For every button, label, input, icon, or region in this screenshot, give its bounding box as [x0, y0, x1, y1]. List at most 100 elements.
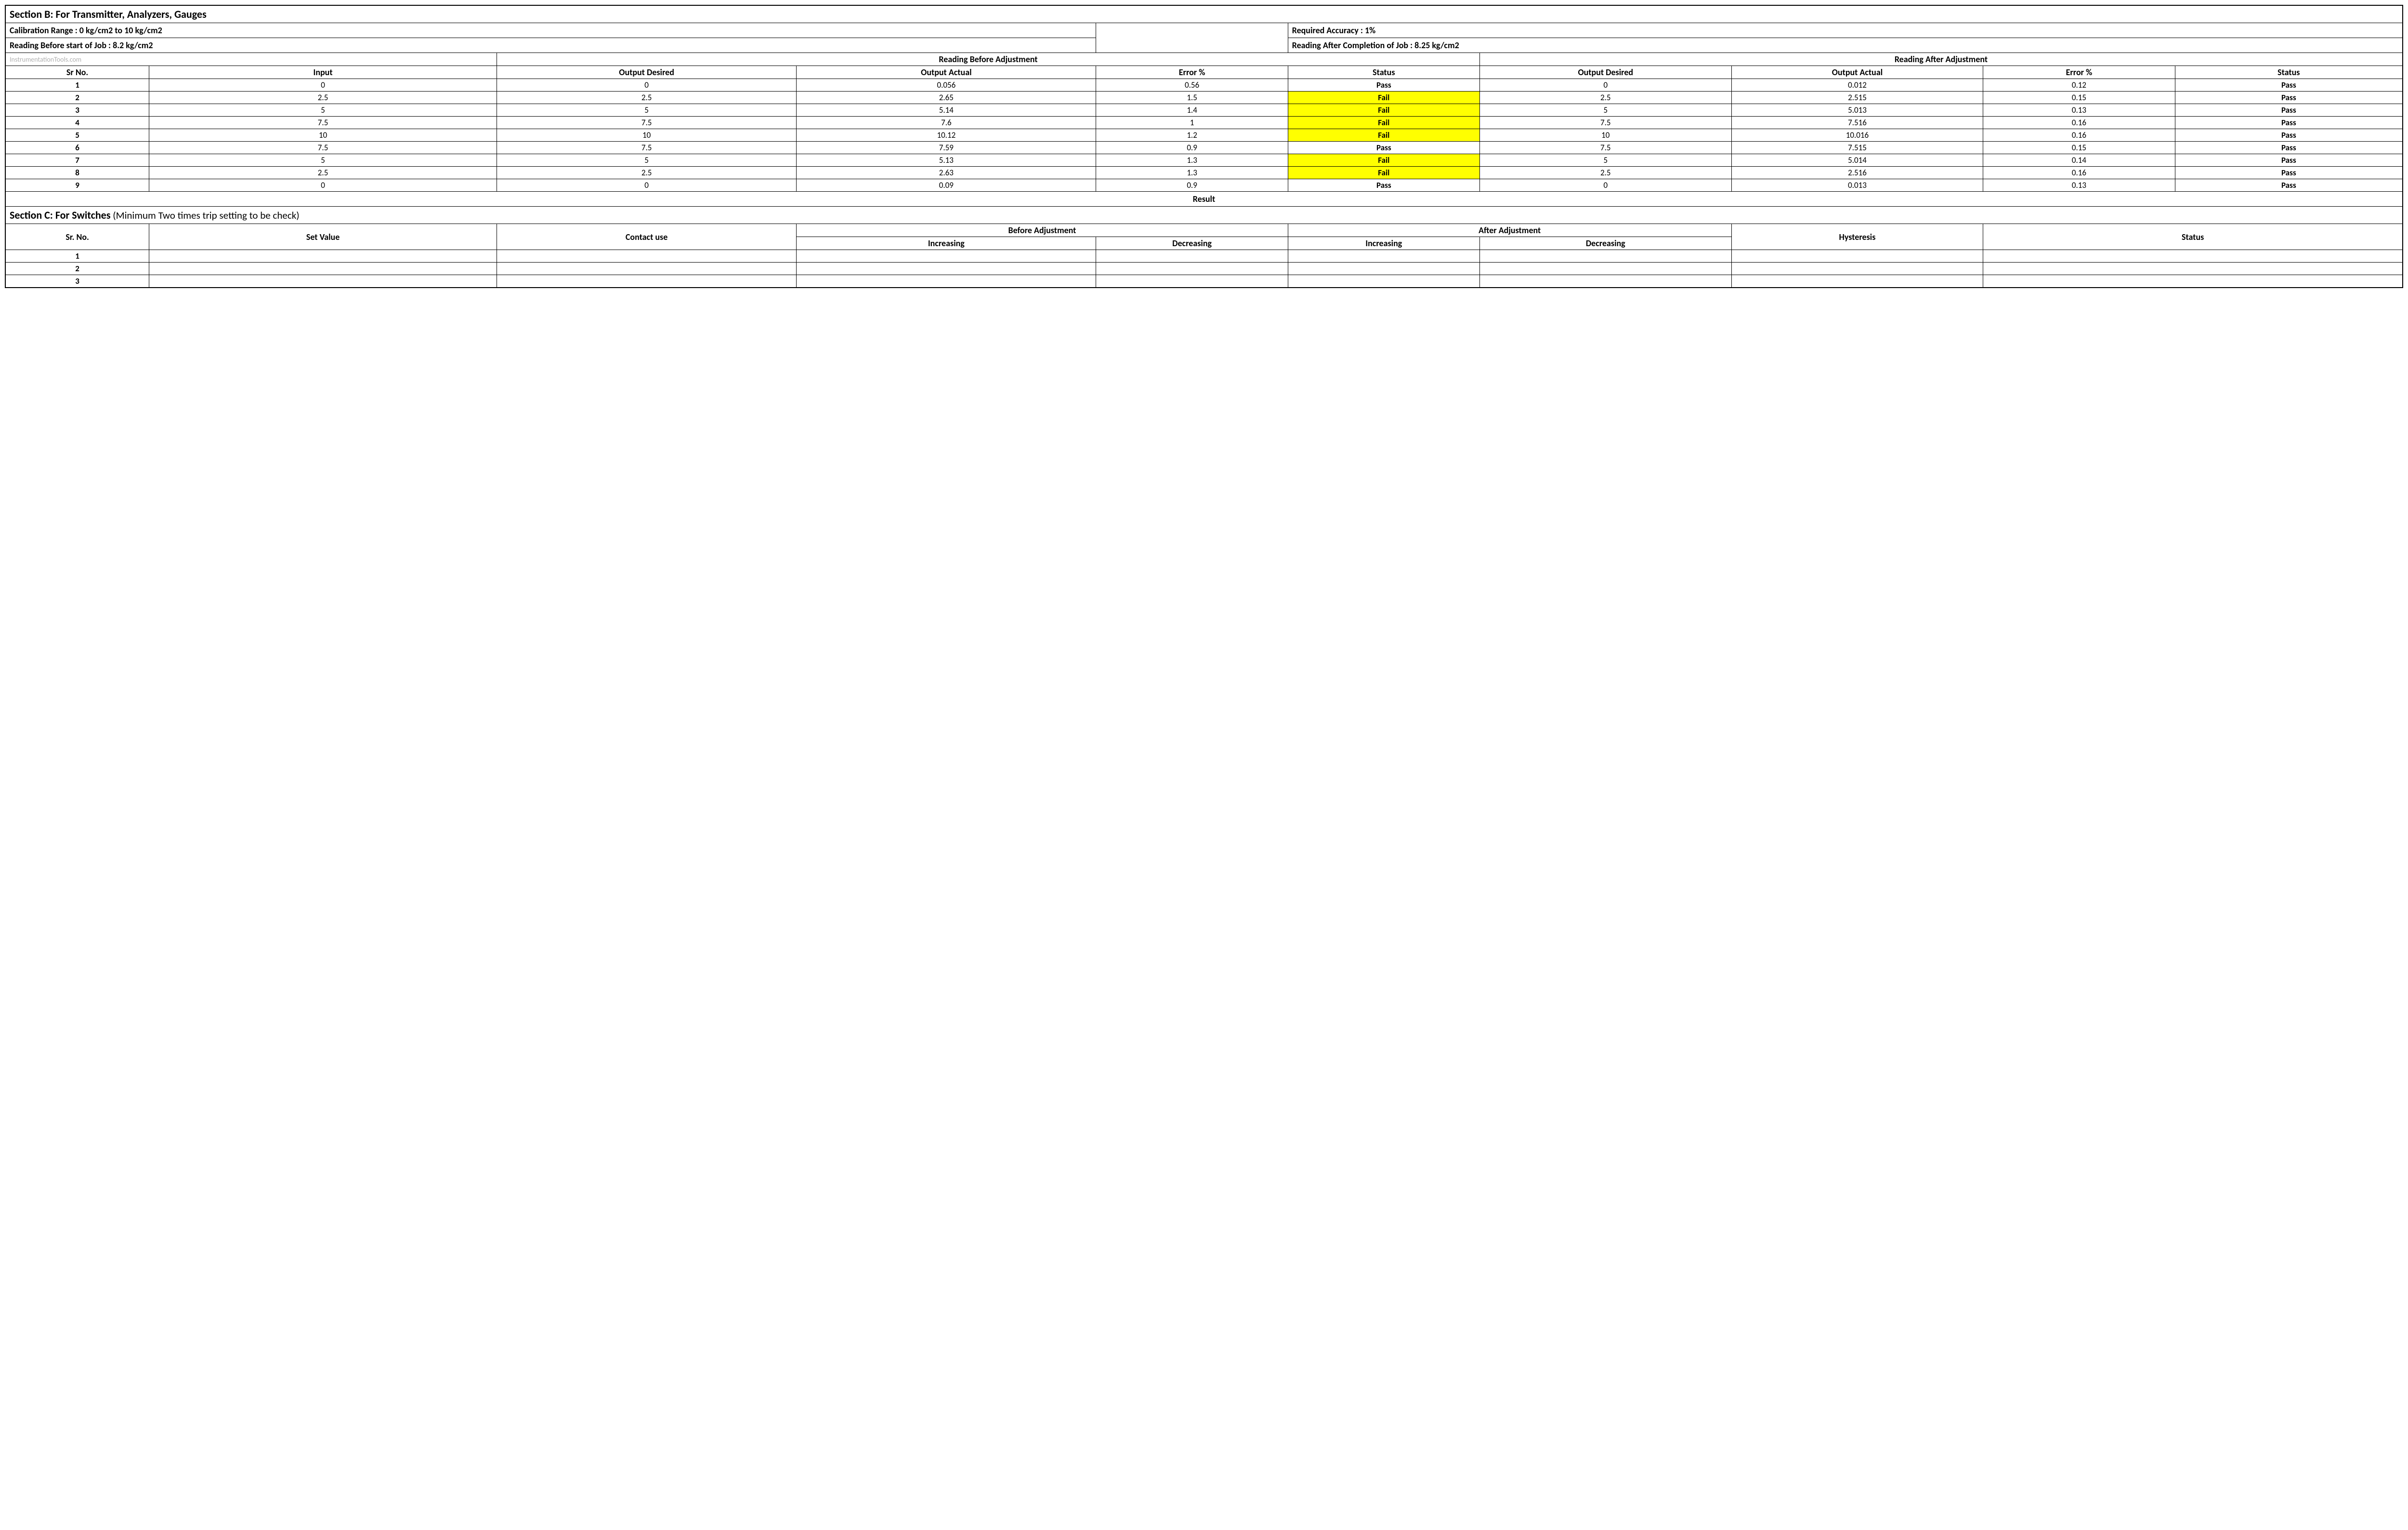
c-col-before-dec: Decreasing: [1096, 237, 1288, 250]
section-b-title-row: Section B: For Transmitter, Analyzers, G…: [5, 5, 2403, 23]
table-cell: [1096, 263, 1288, 275]
table-cell: 0: [497, 179, 796, 192]
table-cell: [1731, 263, 1983, 275]
table-cell: 5: [149, 104, 497, 117]
table-cell: 10.12: [797, 129, 1096, 142]
table-cell: 1.4: [1096, 104, 1288, 117]
table-cell: 5: [497, 104, 796, 117]
table-cell: 0.16: [1983, 167, 2175, 179]
table-cell: [797, 275, 1096, 288]
table-cell: 7.515: [1731, 142, 1983, 154]
table-cell: 8: [5, 167, 149, 179]
group-after-header: Reading After Adjustment: [1479, 53, 2403, 66]
table-cell: 1: [5, 250, 149, 263]
col-sr: Sr No.: [5, 66, 149, 79]
table-row: 82.52.52.631.3Fail2.52.5160.16Pass: [5, 167, 2403, 179]
table-cell: 0.9: [1096, 142, 1288, 154]
result-label: Result: [5, 192, 2403, 207]
table-cell: 5: [5, 129, 149, 142]
table-cell: 6: [5, 142, 149, 154]
table-cell: 0.013: [1731, 179, 1983, 192]
table-cell: 0.15: [1983, 142, 2175, 154]
table-cell: 0: [149, 179, 497, 192]
table-cell: 5.013: [1731, 104, 1983, 117]
table-cell: 0: [497, 79, 796, 92]
table-cell: 7.516: [1731, 117, 1983, 129]
col-b-desired: Output Desired: [497, 66, 796, 79]
table-cell: 10.016: [1731, 129, 1983, 142]
table-cell: [797, 263, 1096, 275]
table-cell: 2.5: [149, 167, 497, 179]
section-b-title: Section B: For Transmitter, Analyzers, G…: [5, 5, 2403, 23]
table-row: 47.57.57.61Fail7.57.5160.16Pass: [5, 117, 2403, 129]
table-cell: 7.6: [797, 117, 1096, 129]
table-cell: [149, 275, 497, 288]
calibration-range: Calibration Range : 0 kg/cm2 to 10 kg/cm…: [5, 23, 1096, 38]
group-header-row: InstrumentationTools.com Reading Before …: [5, 53, 2403, 66]
col-a-error: Error %: [1983, 66, 2175, 79]
section-b-body: 1000.0560.56Pass00.0120.12Pass22.52.52.6…: [5, 79, 2403, 192]
table-cell: 1: [5, 79, 149, 92]
section-c-title: Section C: For Switches (Minimum Two tim…: [5, 207, 2403, 224]
table-cell: 5: [1479, 154, 1731, 167]
table-cell: 0.15: [1983, 92, 2175, 104]
table-cell: [1479, 250, 1731, 263]
table-cell: 7.5: [1479, 117, 1731, 129]
table-cell: 0.16: [1983, 117, 2175, 129]
table-cell: 7.5: [149, 142, 497, 154]
table-row: 67.57.57.590.9Pass7.57.5150.15Pass: [5, 142, 2403, 154]
c-col-contactuse: Contact use: [497, 224, 796, 250]
table-cell: 3: [5, 275, 149, 288]
table-cell: 10: [149, 129, 497, 142]
table-cell: 2.5: [149, 92, 497, 104]
calibration-form-table: Section B: For Transmitter, Analyzers, G…: [5, 5, 2403, 288]
table-cell: [1983, 275, 2403, 288]
table-cell: 0: [1479, 179, 1731, 192]
table-row: 7555.131.3Fail55.0140.14Pass: [5, 154, 2403, 167]
table-cell: 1: [1096, 117, 1288, 129]
table-cell: 0.56: [1096, 79, 1288, 92]
table-cell: 2.516: [1731, 167, 1983, 179]
table-cell: 0.16: [1983, 129, 2175, 142]
table-cell: 0.12: [1983, 79, 2175, 92]
table-row: 3: [5, 275, 2403, 288]
table-cell: 1.3: [1096, 154, 1288, 167]
status-cell: Pass: [2175, 129, 2403, 142]
col-b-actual: Output Actual: [797, 66, 1096, 79]
reading-after-job: Reading After Completion of Job : 8.25 k…: [1288, 38, 2403, 53]
table-cell: 0.09: [797, 179, 1096, 192]
table-cell: 1.2: [1096, 129, 1288, 142]
table-row: 5101010.121.2Fail1010.0160.16Pass: [5, 129, 2403, 142]
table-cell: 5: [149, 154, 497, 167]
table-cell: 7.5: [1479, 142, 1731, 154]
table-cell: 5.14: [797, 104, 1096, 117]
table-cell: 2: [5, 92, 149, 104]
table-cell: 3: [5, 104, 149, 117]
status-cell: Fail: [1288, 129, 1479, 142]
table-cell: 5.13: [797, 154, 1096, 167]
status-cell: Pass: [2175, 167, 2403, 179]
section-c-title-row: Section C: For Switches (Minimum Two tim…: [5, 207, 2403, 224]
col-a-actual: Output Actual: [1731, 66, 1983, 79]
table-cell: [497, 250, 796, 263]
table-cell: 1.3: [1096, 167, 1288, 179]
table-cell: 7.5: [497, 142, 796, 154]
table-cell: 7.59: [797, 142, 1096, 154]
section-c-header-row-1: Sr. No. Set Value Contact use Before Adj…: [5, 224, 2403, 237]
status-cell: Fail: [1288, 167, 1479, 179]
status-cell: Pass: [2175, 79, 2403, 92]
required-accuracy: Required Accuracy : 1%: [1288, 23, 2403, 38]
table-cell: 4: [5, 117, 149, 129]
table-row: 1: [5, 250, 2403, 263]
table-cell: 10: [1479, 129, 1731, 142]
c-col-status: Status: [1983, 224, 2403, 250]
status-cell: Pass: [1288, 79, 1479, 92]
table-row: 3555.141.4Fail55.0130.13Pass: [5, 104, 2403, 117]
table-cell: [1983, 250, 2403, 263]
table-cell: 0.13: [1983, 179, 2175, 192]
result-row: Result: [5, 192, 2403, 207]
status-cell: Pass: [1288, 179, 1479, 192]
status-cell: Fail: [1288, 92, 1479, 104]
col-a-desired: Output Desired: [1479, 66, 1731, 79]
status-cell: Fail: [1288, 104, 1479, 117]
